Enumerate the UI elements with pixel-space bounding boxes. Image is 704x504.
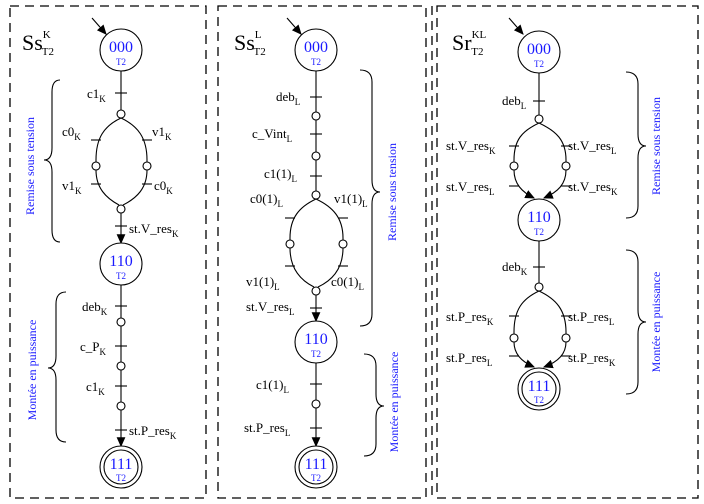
panel-title: SsL T2 xyxy=(234,29,266,58)
event-label: c0K xyxy=(62,124,81,142)
state-110: 110 T2 xyxy=(294,320,338,364)
brace-remise xyxy=(43,79,61,243)
event-label: debL xyxy=(502,93,526,111)
phase-label-remise: Remise sous tension xyxy=(23,117,37,215)
panel-title: SsK T2 xyxy=(22,29,54,58)
event-label: st.V_resL xyxy=(446,179,494,197)
panel-sr-kl: SrKL T2 000 T2 110 T2 xyxy=(446,17,663,411)
event-label: st.V_resK xyxy=(129,221,179,239)
svg-text:000: 000 xyxy=(527,41,551,58)
event-label: c1(1)L xyxy=(256,377,289,395)
event-label: st.P_resK xyxy=(129,423,177,441)
phase-label-remise: Remise sous tension xyxy=(385,143,399,241)
svg-text:000: 000 xyxy=(304,39,328,56)
state-110: 110 T2 xyxy=(517,198,561,242)
svg-text:110: 110 xyxy=(109,253,132,270)
state-110: 110 T2 xyxy=(99,242,143,286)
svg-text:T2: T2 xyxy=(116,473,126,483)
event-label: st.P_resL xyxy=(446,350,492,368)
svg-text:T2: T2 xyxy=(534,227,544,237)
event-label: c0K xyxy=(154,178,173,196)
event-label: debK xyxy=(502,259,528,277)
panel-ss-l: SsL T2 000 T2 110 T2 xyxy=(234,17,401,489)
initial-arrow xyxy=(91,17,107,35)
state-000: 000 T2 xyxy=(294,28,338,72)
event-label: debK xyxy=(82,299,108,317)
panel-k-frame xyxy=(9,5,207,499)
event-label: v1K xyxy=(152,124,172,142)
svg-text:110: 110 xyxy=(304,331,327,348)
event-label: st.P_resK xyxy=(568,350,616,368)
event-label: st.V_resK xyxy=(446,138,496,156)
svg-text:110: 110 xyxy=(527,209,550,226)
event-label: c0(1)L xyxy=(331,274,364,292)
event-label: c1K xyxy=(87,86,106,104)
brace-remise xyxy=(359,69,381,327)
svg-text:111: 111 xyxy=(305,456,328,473)
svg-text:000: 000 xyxy=(109,39,133,56)
phase-label-montee: Montée en puissance xyxy=(649,272,663,373)
state-111-final: 111 T2 xyxy=(99,445,143,489)
event-label: v1(1)L xyxy=(246,274,280,292)
brace-montee xyxy=(47,291,67,443)
svg-text:T2: T2 xyxy=(534,395,544,405)
event-label: v1(1)L xyxy=(334,191,368,209)
svg-text:T2: T2 xyxy=(311,349,321,359)
brace-remise xyxy=(625,71,647,219)
panel-kl-frame xyxy=(436,5,699,499)
svg-text:111: 111 xyxy=(528,378,551,395)
svg-text:T2: T2 xyxy=(311,473,321,483)
event-label: st.P_resL xyxy=(244,420,290,438)
event-label: c_VintL xyxy=(252,126,292,144)
panel-l-frame xyxy=(217,5,427,499)
state-111-final: 111 T2 xyxy=(294,445,338,489)
brace-montee xyxy=(625,249,647,395)
brace-montee xyxy=(363,353,385,457)
svg-text:T2: T2 xyxy=(116,57,126,67)
state-111-final: 111 T2 xyxy=(517,367,561,411)
event-label: st.V_resK xyxy=(568,179,618,197)
event-label: c_PK xyxy=(80,339,107,357)
event-label: st.V_resL xyxy=(246,299,294,317)
phase-label-remise: Remise sous tension xyxy=(649,97,663,195)
state-000: 000 T2 xyxy=(99,28,143,72)
event-label: c1(1)L xyxy=(264,166,297,184)
state-000: 000 T2 xyxy=(517,30,561,74)
svg-text:T2: T2 xyxy=(311,57,321,67)
event-label: v1K xyxy=(62,178,82,196)
svg-text:111: 111 xyxy=(110,456,133,473)
phase-label-montee: Montée en puissance xyxy=(387,352,401,453)
place-node xyxy=(116,109,126,119)
event-label: debL xyxy=(276,89,300,107)
phase-label-montee: Montée en puissance xyxy=(25,320,39,421)
event-label: st.P_resK xyxy=(446,309,494,327)
event-label: st.P_resL xyxy=(568,309,614,327)
event-label: c1K xyxy=(86,379,105,397)
event-label: c0(1)L xyxy=(250,191,283,209)
svg-text:T2: T2 xyxy=(116,271,126,281)
svg-text:T2: T2 xyxy=(534,59,544,69)
event-label: st.V_resL xyxy=(568,138,616,156)
panel-ss-k: SsK T2 000 T2 110 T2 xyxy=(22,17,179,489)
panel-title: SrKL T2 xyxy=(452,29,487,58)
